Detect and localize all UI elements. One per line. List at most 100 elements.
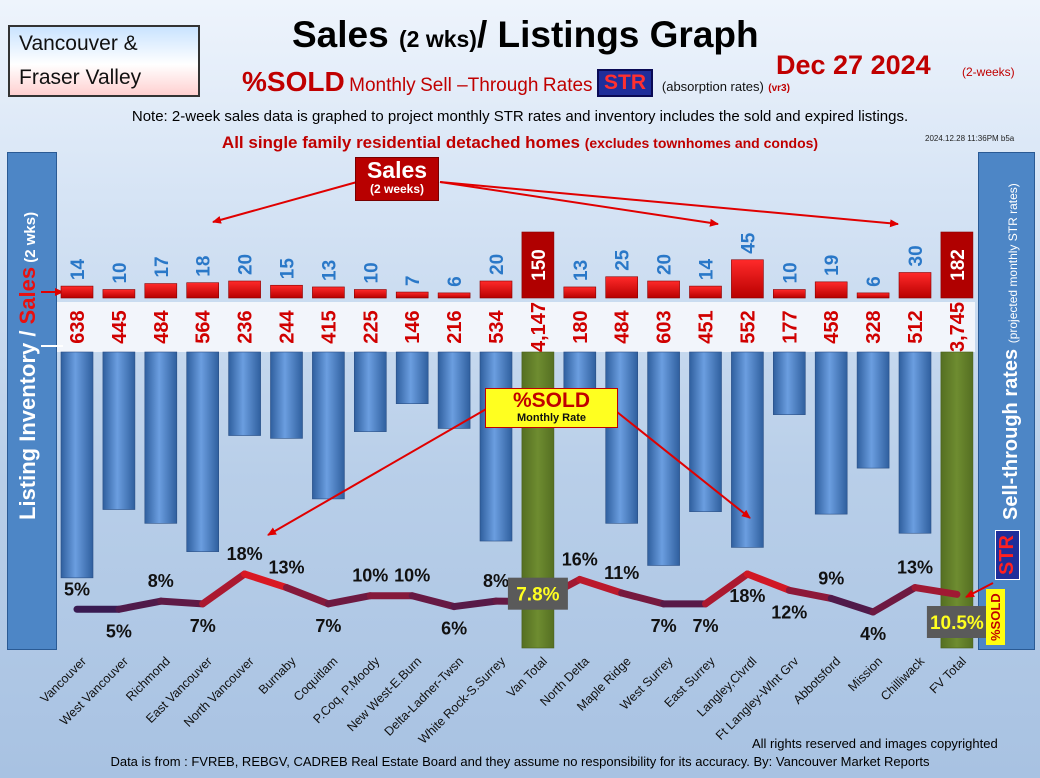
inventory-label: 415: [318, 310, 340, 343]
report-date-note: (2-weeks): [962, 65, 1015, 79]
subtitle-sold: %SOLD: [242, 66, 345, 97]
inventory-label-band: [57, 302, 975, 352]
inventory-bar: [102, 351, 136, 510]
sales-bar: [479, 280, 513, 299]
inventory-bar: [689, 351, 722, 512]
inventory-bar: [353, 351, 387, 432]
sales-bar: [353, 289, 387, 299]
left-axis-sub: (2 wks): [22, 211, 39, 267]
region-line-1: Vancouver &: [19, 32, 138, 55]
right-axis-title: Sell-through rates (projected monthly ST…: [1000, 140, 1023, 520]
inventory-label: 534: [486, 309, 508, 343]
sold-label: 13%: [268, 558, 304, 578]
sold-badge-vertical: %SOLD: [986, 585, 1005, 645]
inventory-bar: [772, 351, 806, 415]
sales-label: 45: [738, 232, 759, 254]
scope-sub: (excludes townhomes and condos): [584, 135, 819, 151]
sales-callout-main: Sales: [366, 157, 428, 183]
sales-bar: [270, 284, 303, 299]
sales-label: 14: [697, 259, 718, 281]
sales-label: 15: [278, 258, 299, 280]
sales-bar: [437, 292, 471, 299]
inventory-label: 552: [737, 310, 759, 343]
sold-label: 5%: [64, 579, 90, 599]
sold-label: 10%: [394, 566, 430, 586]
region-box: Vancouver & Fraser Valley: [8, 25, 200, 97]
total-sold-box: [926, 606, 987, 638]
sold-label: 18%: [227, 544, 263, 564]
sold-line-segment: [785, 586, 835, 602]
inventory-bar: [270, 351, 303, 439]
subtitle-rates: Rates: [542, 75, 593, 96]
subtitle-sell: Sell: [420, 75, 452, 96]
inventory-bar: [186, 351, 219, 552]
sales-label: 6: [445, 276, 466, 287]
sold-label: 8%: [483, 571, 509, 591]
left-axis-main: Listing Inventory /: [15, 324, 40, 520]
sold-badge-text: %SOLD: [986, 589, 1005, 645]
chart-subtitle: %SOLD Monthly Sell –Through Rates STR (a…: [242, 66, 790, 97]
inventory-label: 603: [654, 310, 676, 343]
sales-bar: [940, 231, 974, 299]
str-arrow: [965, 582, 994, 598]
sales-label: 13: [319, 260, 340, 281]
inventory-bar: [856, 351, 890, 469]
callout-arrow: [212, 181, 358, 224]
right-axis-sub: (projected monthly STR rates): [1006, 183, 1020, 344]
inventory-label: 3,745: [947, 302, 969, 352]
inventory-bar: [898, 351, 932, 534]
chart-scope-note: All single family residential detached h…: [0, 133, 1040, 153]
inventory-label: 225: [360, 310, 382, 343]
sold-line-segment: [408, 592, 458, 611]
inventory-bar: [395, 351, 429, 404]
sold-line-segment: [283, 584, 332, 608]
sold-label: 9%: [818, 568, 844, 588]
sold-callout-main: %SOLD: [512, 389, 590, 412]
inventory-bar: [605, 351, 639, 524]
sales-bar: [563, 286, 597, 299]
sold-line-segment: [702, 570, 751, 608]
sold-line-segment: [450, 597, 500, 611]
sold-line-segment: [157, 597, 207, 608]
sold-label: 7%: [651, 616, 677, 636]
sold-label: 7%: [692, 616, 718, 636]
sold-line-segment: [199, 570, 249, 608]
sold-line-segment: [576, 575, 626, 597]
sold-label: 8%: [148, 571, 174, 591]
inventory-bar: [312, 351, 345, 500]
sales-label: 19: [822, 255, 843, 276]
category-label: FV Total: [927, 654, 969, 696]
sales-bar: [312, 286, 345, 299]
inventory-label: 236: [235, 310, 257, 343]
inventory-label: 484: [151, 309, 173, 343]
footer-source: Data is from : FVREB, REBGV, CADREB Real…: [110, 754, 930, 769]
sales-bar: [395, 291, 429, 299]
inventory-label: 564: [193, 309, 215, 343]
left-axis-sales: Sales: [15, 266, 40, 325]
inventory-label: 146: [402, 310, 424, 343]
sales-bar: [144, 283, 178, 299]
left-axis-panel: [7, 152, 57, 650]
inventory-label: 445: [109, 310, 131, 343]
inventory-label: 244: [277, 309, 299, 343]
title-main: Sales: [292, 14, 399, 55]
inventory-bar: [731, 351, 764, 548]
subtitle-version: (vr3): [768, 83, 790, 94]
category-label: Burnaby: [256, 654, 299, 697]
sales-label: 30: [906, 245, 927, 266]
sold-label: 12%: [771, 602, 807, 622]
inventory-bar: [60, 351, 94, 579]
category-label: Mission: [845, 654, 885, 694]
sold-line-segment: [241, 570, 290, 592]
sold-label: 10%: [352, 566, 388, 586]
sold-line-segment: [869, 584, 919, 616]
report-date: Dec 27 2024: [776, 50, 931, 80]
sales-bar: [186, 282, 219, 299]
sales-label: 17: [152, 256, 173, 277]
subtitle-monthly: Monthly: [349, 75, 416, 96]
callout-arrow: [439, 181, 899, 228]
sold-line-segment: [827, 594, 877, 616]
sold-label: 11%: [604, 563, 639, 583]
